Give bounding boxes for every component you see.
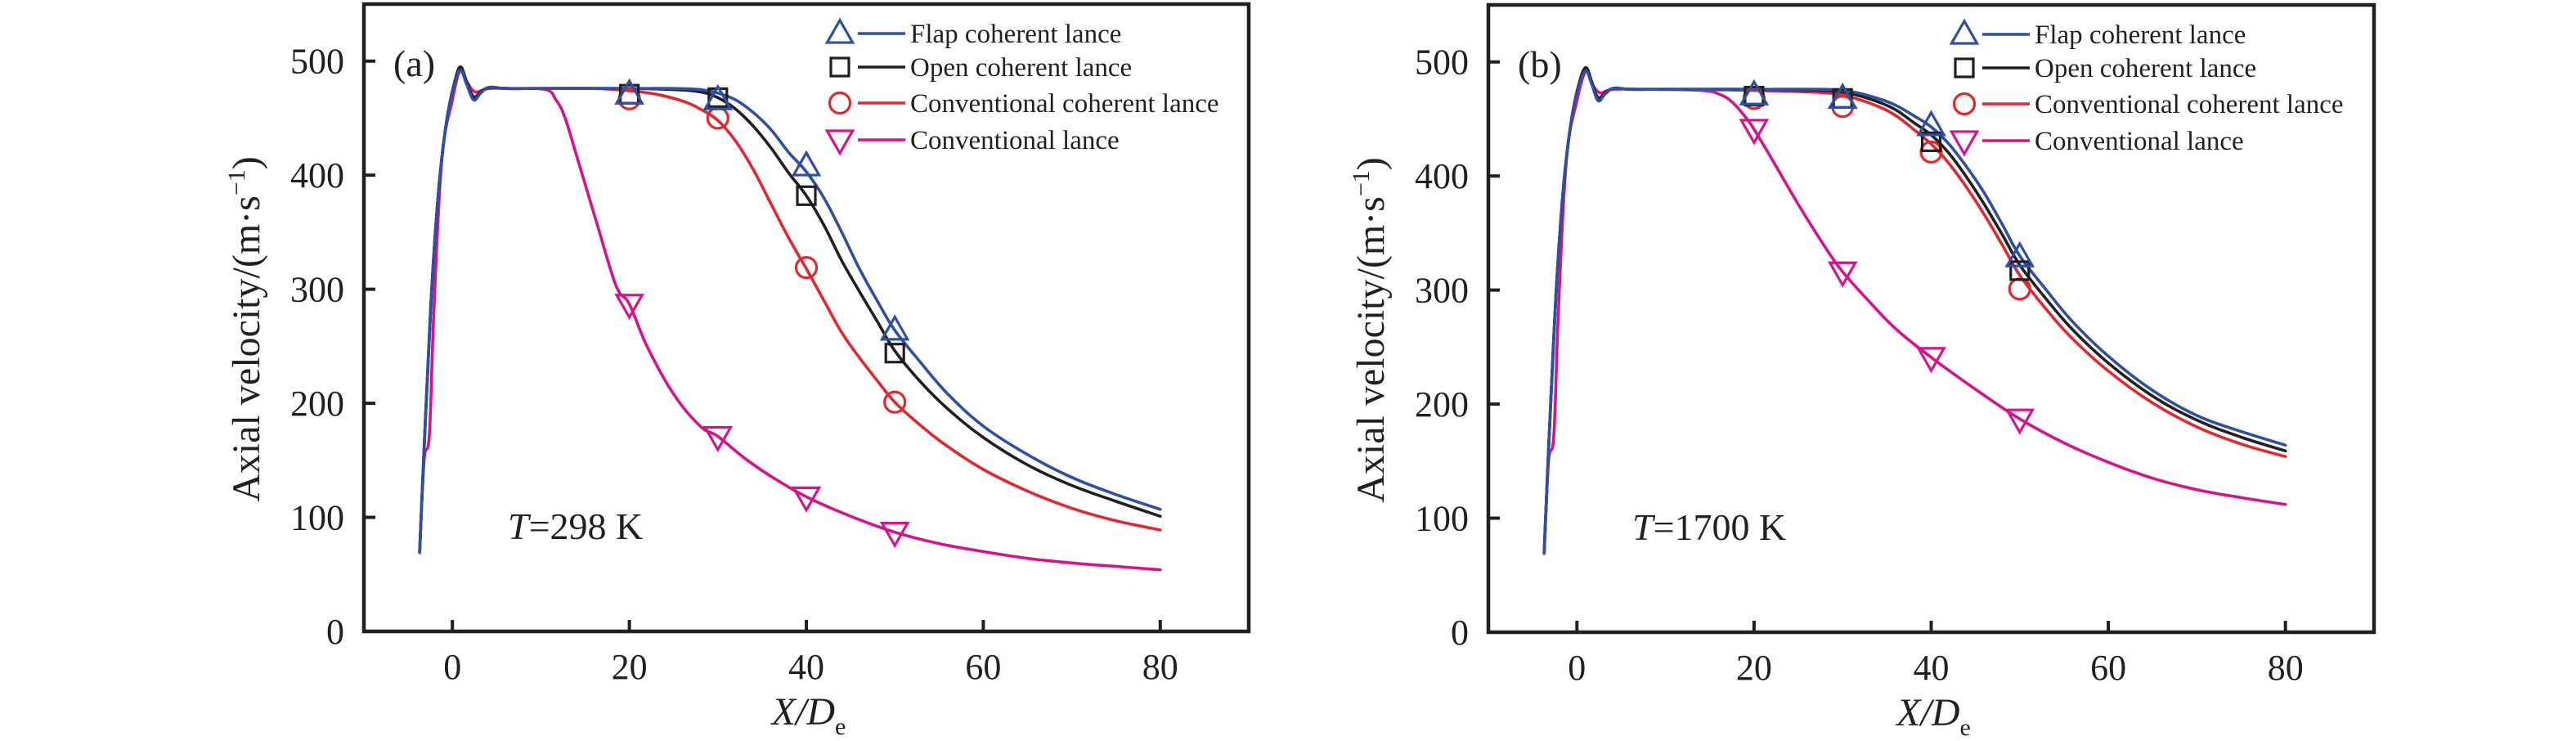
legend-item: Flap coherent lance [1949,18,2246,50]
y-axis-label-main: Axial velocity/(m·s [1349,196,1393,503]
x-axis-label-main: X/D [1895,691,1959,734]
data-point-open-coherent-lance [2009,260,2031,281]
legend-item: Open coherent lance [829,53,1132,83]
y-axis-label-end: ) [225,156,268,169]
data-point-conventional-coherent-lance [883,390,907,414]
legend-item: Conventional coherent lance [828,89,1219,119]
data-point-flap-coherent-lance [1827,82,1858,110]
x-tick-label: 80 [1142,647,1178,687]
y-tick-label: 500 [290,42,344,82]
data-point-conventional-coherent-lance [794,256,819,280]
y-tick-label: 200 [290,384,344,424]
legend-item: Conventional lance [1949,127,2244,157]
data-point-flap-coherent-lance [614,78,644,105]
temperature-symbol: T [508,505,532,547]
y-axis-label-superscript: −1 [223,169,250,195]
x-axis-label-main: X/D [770,690,835,734]
data-point-conventional-coherent-lance [2008,277,2031,301]
y-axis-label: Axial velocity/(m·s−1) [1348,157,1393,502]
x-axis-label-subscript: e [1960,714,1971,741]
legend-marker-triangle-up [824,17,855,44]
y-tick-label: 100 [290,498,344,538]
y-tick-label: 0 [1451,613,1469,653]
panel-b: 0 100 200 300 400 500 0 20 40 60 80 X/De Axial veloc… [1348,2,2376,741]
y-tick-label: 300 [1415,271,1469,311]
temperature-annotation: T=298 K [508,505,643,547]
x-tick-label: 60 [2090,648,2126,688]
data-point-conventional-lance [702,425,734,453]
data-point-flap-coherent-lance [791,150,822,177]
legend-marker-triangle-up [1949,18,1980,45]
legend-marker-triangle-down [824,129,855,156]
data-point-conventional-lance [1916,347,1946,374]
legend-marker-square [1954,57,1975,79]
y-tick-label: 100 [1415,499,1469,539]
temperature-value: =298 K [529,505,644,547]
legend-label: Conventional lance [2035,127,2244,156]
data-point-conventional-lance [614,294,644,321]
legend-label: Conventional coherent lance [2035,90,2344,119]
series-line-flap-coherent-lance [1542,70,2287,555]
data-point-open-coherent-lance [884,343,905,364]
data-point-flap-coherent-lance [702,83,734,110]
temperature-value: =1700 K [1654,506,1787,548]
x-tick-label: 40 [1914,648,1950,688]
data-point-flap-coherent-lance [1739,79,1770,106]
data-point-open-coherent-lance [796,185,817,206]
legend-label: Conventional lance [910,126,1120,155]
legend-item: Flap coherent lance [824,17,1121,49]
y-tick-label: 300 [290,270,344,310]
data-point-conventional-lance [1827,261,1858,288]
data-point-conventional-lance [791,486,822,513]
x-tick-label: 0 [1568,648,1586,688]
y-tick-label: 0 [326,612,344,652]
y-tick-label: 400 [290,155,344,195]
data-point-flap-coherent-lance [879,314,910,341]
legend-item: Open coherent lance [1954,54,2256,83]
x-axis-label: X/De [1895,691,1971,741]
x-tick-label: 80 [2268,648,2304,688]
legend-label: Flap coherent lance [910,20,1121,49]
data-point-flap-coherent-lance [1916,110,1946,137]
legend-marker-circle [1952,92,1977,116]
x-axis-label-subscript: e [835,713,846,740]
x-axis-label: X/De [770,690,846,740]
data-point-flap-coherent-lance [2004,240,2035,267]
temperature-symbol: T [1632,506,1656,548]
legend-label: Open coherent lance [910,53,1132,83]
y-tick-label: 200 [1415,384,1469,424]
x-tick-label: 20 [612,647,648,687]
temperature-annotation: T=1700 K [1632,506,1786,548]
data-point-conventional-lance [2004,408,2035,435]
x-tick-label: 40 [788,647,824,687]
legend-marker-square [829,56,850,78]
legend-item: Conventional lance [824,126,1120,156]
y-axis-label-main: Axial velocity/(m·s [225,195,268,502]
legend-label: Open coherent lance [2035,54,2256,83]
panel-label: (a) [393,43,435,84]
data-point-conventional-lance [1739,119,1770,146]
panel-label: (b) [1518,43,1562,85]
legend-marker-circle [828,91,852,115]
y-tick-label: 500 [1415,43,1469,83]
x-tick-label: 20 [1736,648,1772,688]
legend-label: Flap coherent lance [2035,20,2246,50]
y-axis-label: Axial velocity/(m·s−1) [223,156,268,501]
legend-marker-triangle-down [1949,130,1980,157]
series-line-flap-coherent-lance [418,69,1162,554]
legend-label: Conventional coherent lance [910,89,1219,119]
legend-item: Conventional coherent lance [1952,90,2344,119]
y-axis-label-end: ) [1349,157,1393,170]
y-axis-label-superscript: −1 [1348,170,1375,196]
data-point-open-coherent-lance [1920,131,1942,152]
y-tick-label: 400 [1415,156,1469,196]
data-point-conventional-coherent-lance [706,106,729,130]
panel-a: 0 100 200 300 400 500 0 20 40 60 80 X/De Axial veloc… [223,2,1251,740]
x-tick-label: 0 [443,647,461,687]
data-point-conventional-lance [879,522,910,549]
x-tick-label: 60 [965,647,1001,687]
